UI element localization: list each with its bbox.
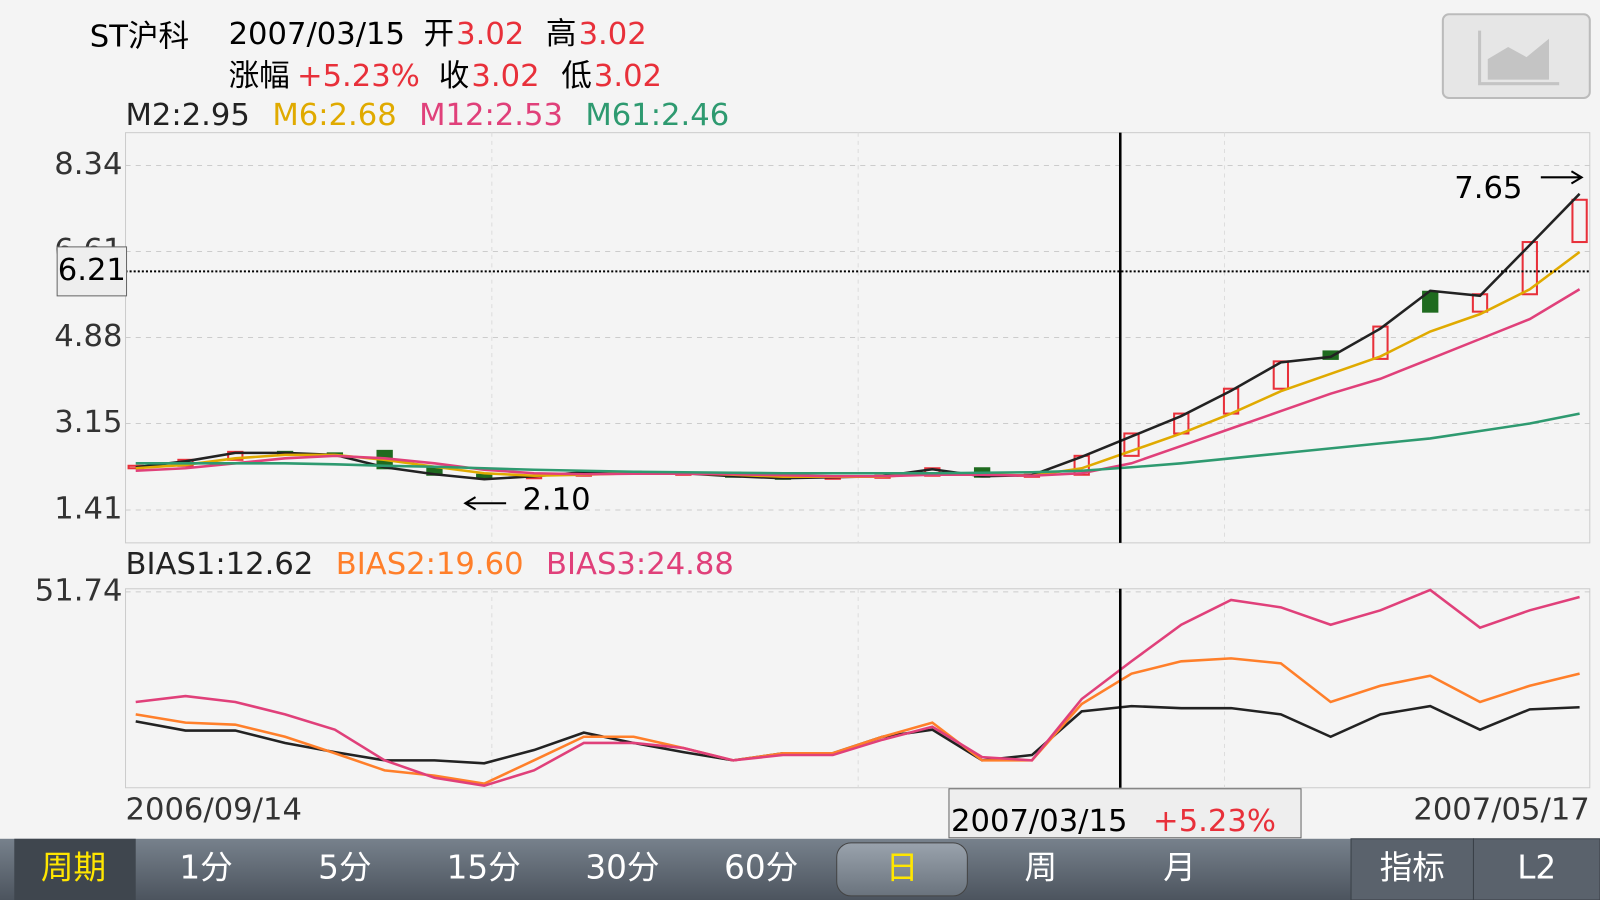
chart-type-button[interactable] <box>1441 13 1591 99</box>
change-value: +5.23% <box>297 59 420 94</box>
selected-tab-bg <box>836 842 968 897</box>
tab[interactable]: 5分 <box>318 848 371 886</box>
y-tick-label: 51.74 <box>35 573 123 608</box>
y-tick-label: 1.41 <box>54 492 122 527</box>
max-annotation: 7.65 <box>1454 171 1522 206</box>
tab[interactable]: 指标 <box>1380 848 1445 886</box>
cursor-price-box <box>56 246 128 297</box>
candle <box>1521 241 1538 296</box>
legend-entry: BIAS3:24.88 <box>546 547 734 582</box>
close-value: 3.02 <box>471 59 539 94</box>
open-label: 开 <box>423 17 454 52</box>
series-line <box>135 412 1580 475</box>
y-tick-label: 4.88 <box>54 319 122 354</box>
legend-entry: M12:2.53 <box>419 98 563 133</box>
low-value: 3.02 <box>594 59 662 94</box>
legend-entry: M61:2.46 <box>585 98 729 133</box>
open-value: 3.02 <box>456 17 524 52</box>
tab[interactable]: 60分 <box>724 848 798 886</box>
date: 2007/03/15 <box>229 17 405 52</box>
change-label: 涨幅 <box>229 59 290 94</box>
tab[interactable]: 日 <box>886 848 919 886</box>
stock-name: ST沪科 <box>90 19 189 54</box>
tab[interactable]: 周期 <box>41 848 106 886</box>
high-label: 高 <box>546 17 577 52</box>
cursor-change: +5.23% <box>1153 804 1276 839</box>
tab-bar-bg <box>0 838 1600 900</box>
max-arrow <box>1540 170 1584 185</box>
tab[interactable]: 月 <box>1163 848 1196 886</box>
period-tab-bg <box>14 838 136 900</box>
candle <box>1571 198 1588 244</box>
tab[interactable]: L2 <box>1517 848 1556 886</box>
candle <box>1322 350 1339 360</box>
tab-bar <box>0 838 1600 900</box>
y-tick-label: 3.15 <box>54 405 122 440</box>
x-tick-label: 2006/09/14 <box>126 793 302 828</box>
legend-entry: M6:2.68 <box>272 98 396 133</box>
cursor-price: 6.21 <box>58 253 126 288</box>
min-annotation: 2.10 <box>522 483 590 518</box>
legend-entry: BIAS2:19.60 <box>336 547 524 582</box>
candle <box>1123 432 1140 457</box>
min-arrow <box>463 496 507 511</box>
tab[interactable]: 15分 <box>447 848 521 886</box>
series-line <box>135 288 1581 478</box>
y-tick-label: 8.34 <box>54 147 122 182</box>
x-tick-label: 2007/05/17 <box>1413 793 1589 828</box>
series-line <box>135 588 1580 787</box>
legend-entry: M2:2.95 <box>126 98 250 133</box>
index-tab-bg <box>1350 838 1474 900</box>
cursor-date-box <box>948 788 1302 839</box>
series-line <box>135 657 1580 785</box>
cursor-date: 2007/03/15 <box>951 804 1127 839</box>
tab[interactable]: 30分 <box>585 848 659 886</box>
candle <box>1372 325 1389 360</box>
close-label: 收 <box>439 59 470 94</box>
button-icon-axis <box>1478 30 1560 86</box>
low-label: 低 <box>561 59 592 94</box>
tab[interactable]: 周 <box>1024 848 1057 886</box>
button-icon-area <box>1487 38 1549 80</box>
high-value: 3.02 <box>579 17 647 52</box>
l2-tab-bg <box>1472 838 1600 900</box>
tab[interactable]: 1分 <box>179 848 232 886</box>
legend-entry: BIAS1:12.62 <box>126 547 314 582</box>
